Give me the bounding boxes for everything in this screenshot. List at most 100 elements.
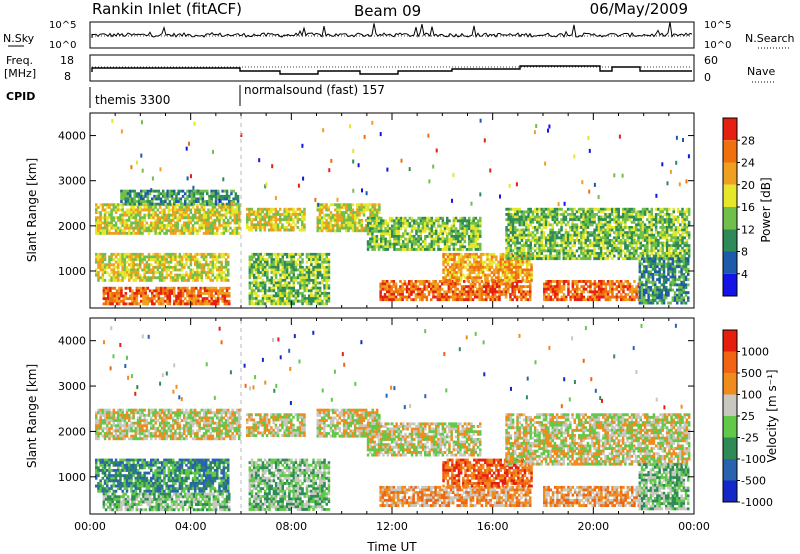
- power-cell: [527, 223, 530, 227]
- power-cell: [470, 232, 473, 236]
- power-cell: [604, 241, 607, 245]
- power-cell: [123, 218, 127, 222]
- power-cell: [325, 281, 328, 285]
- power-cell: [108, 263, 111, 267]
- power-cell: [415, 242, 418, 246]
- power-cell: [128, 276, 131, 280]
- power-cell: [312, 273, 315, 277]
- power-cell: [529, 223, 532, 227]
- power-cell: [427, 280, 431, 283]
- power-cell: [227, 211, 230, 214]
- power-cell: [591, 231, 594, 235]
- power-cell: [496, 295, 499, 299]
- power-cell: [432, 282, 435, 286]
- power-cell: [626, 254, 629, 258]
- power-cell: [136, 273, 140, 277]
- power-cell: [432, 245, 436, 249]
- power-cell: [327, 216, 330, 220]
- power-cell: [393, 248, 396, 251]
- power-cell: [619, 244, 623, 248]
- power-cell: [136, 229, 140, 233]
- power-cell: [120, 299, 123, 303]
- power-cell: [164, 286, 167, 290]
- power-cell: [323, 286, 326, 290]
- power-cell: [292, 260, 295, 264]
- power-cell: [99, 263, 102, 267]
- power-cell: [536, 236, 539, 240]
- power-cell: [584, 236, 587, 240]
- power-cell: [615, 223, 618, 227]
- power-cell: [397, 293, 400, 296]
- power-cell: [615, 233, 618, 237]
- power-cell: [126, 297, 130, 301]
- power-cell: [520, 239, 524, 242]
- power-cell: [345, 216, 348, 220]
- power-cell: [128, 208, 131, 212]
- power-cell: [274, 228, 278, 232]
- power-cell: [438, 290, 442, 294]
- power-cell: [446, 268, 450, 272]
- power-cell: [621, 231, 625, 235]
- power-cell: [518, 215, 521, 219]
- power-cell: [207, 218, 210, 222]
- power-cell: [566, 220, 570, 224]
- power-cell: [305, 284, 309, 287]
- power-cell: [463, 219, 467, 223]
- power-cell: [518, 249, 521, 253]
- power-cell: [131, 299, 134, 303]
- power-cell: [216, 273, 219, 277]
- power-cell: [457, 235, 460, 238]
- power-cell: [540, 246, 543, 250]
- power-cell: [200, 268, 204, 272]
- power-cell: [154, 213, 157, 217]
- power-cell: [461, 222, 464, 225]
- power-cell: [507, 207, 510, 211]
- power-cell: [412, 282, 415, 286]
- power-cell: [196, 273, 199, 277]
- power-cell: [580, 226, 583, 229]
- power-cell: [152, 226, 155, 230]
- power-cell: [206, 289, 209, 293]
- power-cell: [121, 278, 124, 282]
- power-cell: [156, 255, 160, 259]
- power-cell: [132, 268, 135, 272]
- power-cell: [216, 226, 219, 230]
- power-cell: [602, 215, 605, 219]
- power-cell: [198, 265, 201, 269]
- power-cell: [211, 205, 215, 209]
- power-cell: [257, 210, 260, 214]
- power-cell: [200, 213, 204, 217]
- power-cell: [479, 252, 483, 256]
- power-cell: [252, 210, 256, 214]
- power-cell: [513, 293, 517, 296]
- power-cell: [401, 282, 404, 286]
- power-cell: [414, 285, 418, 289]
- power-cell: [314, 278, 317, 282]
- power-cell: [459, 242, 462, 246]
- power-cell: [144, 194, 147, 198]
- power-cell: [334, 229, 337, 233]
- power-cell: [580, 236, 583, 240]
- power-cell: [518, 210, 521, 214]
- power-cell: [424, 237, 427, 241]
- power-cell: [299, 268, 302, 272]
- power-cell: [525, 239, 528, 242]
- power-cell: [457, 255, 461, 259]
- power-cell: [588, 220, 592, 224]
- power-cell: [336, 224, 339, 227]
- power-cell: [103, 203, 107, 207]
- power-cell: [218, 260, 221, 264]
- power-cell: [382, 237, 385, 241]
- power-cell: [610, 246, 614, 250]
- power-cell: [461, 242, 464, 246]
- power-cell: [199, 289, 202, 293]
- power-cell: [388, 227, 392, 231]
- power-cell: [522, 215, 526, 219]
- power-cell: [225, 194, 229, 198]
- power-cell: [342, 226, 346, 230]
- power-cell: [161, 273, 164, 277]
- power-cell: [110, 221, 113, 225]
- power-cell: [106, 265, 109, 269]
- power-cell: [371, 229, 374, 233]
- power-cell: [132, 258, 135, 261]
